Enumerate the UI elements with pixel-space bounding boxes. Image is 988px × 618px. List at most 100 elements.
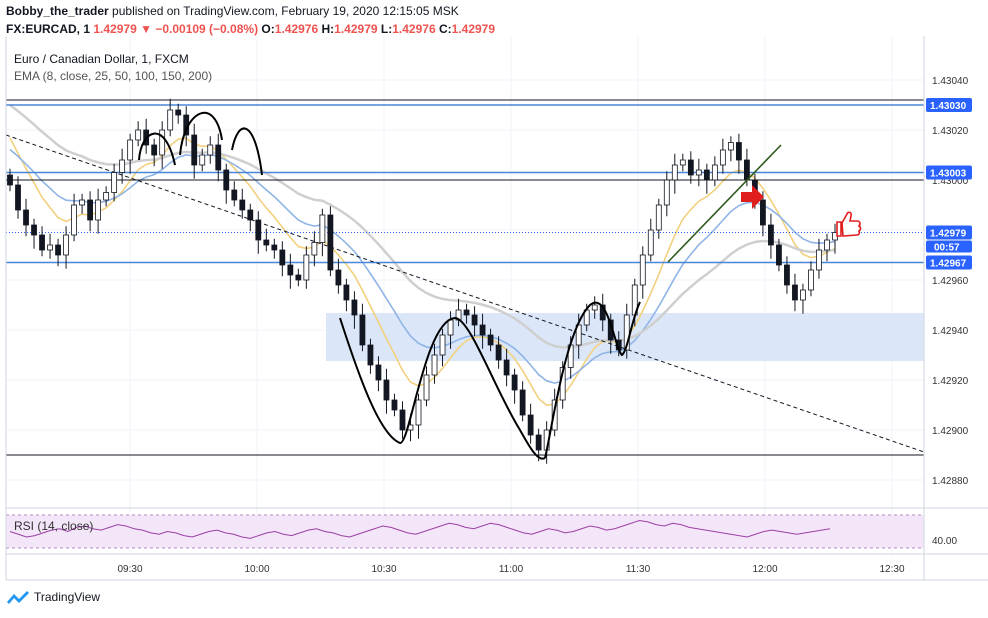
candle-down <box>31 224 37 236</box>
low-value: 1.42976 <box>392 22 436 36</box>
candle-down <box>287 264 294 276</box>
candle-down <box>223 169 230 191</box>
open-value: 1.42976 <box>274 22 319 36</box>
tradingview-icon <box>7 591 29 604</box>
descending-trendline[interactable] <box>5 134 925 453</box>
pattern-drawings[interactable] <box>138 111 641 460</box>
rising-trendline[interactable] <box>667 144 782 263</box>
candle-up <box>655 204 662 231</box>
rsi-band <box>6 515 924 548</box>
publish-info: published on TradingView.com, February 1… <box>112 4 459 18</box>
ohlc-bar: FX:EURCAD, 1 1.42979 ▼ −0.00109 (−0.08%)… <box>6 21 495 37</box>
candle-up <box>639 254 646 286</box>
last-price: 1.42979 <box>93 22 137 36</box>
time-axis[interactable]: 09:30 10:00 10:30 11:00 11:30 12:00 12:30 <box>117 564 904 575</box>
candle-up <box>127 139 134 161</box>
close-value: 1.42979 <box>451 22 496 36</box>
symbol-label[interactable]: FX:EURCAD, 1 <box>6 22 91 36</box>
candle-up <box>663 179 670 206</box>
candle-down <box>511 374 518 391</box>
candle-up <box>111 172 118 193</box>
candle-down <box>39 234 45 251</box>
open-label: O: <box>261 22 275 36</box>
ema-legend[interactable]: EMA (8, close, 25, 50, 100, 150, 200) <box>14 69 213 83</box>
symbol-legend[interactable]: Euro / Canadian Dollar, 1, FXCM <box>14 52 189 66</box>
candle-down <box>215 144 222 171</box>
close-label: C: <box>438 22 452 36</box>
candle-up <box>800 289 806 301</box>
rsi-legend[interactable]: RSI (14, close) <box>14 519 94 533</box>
price-tick-label: 1.43040 <box>932 76 969 87</box>
candle-down <box>231 189 238 201</box>
candle-down <box>367 344 374 366</box>
candle-up <box>119 159 126 173</box>
candle-up <box>303 254 310 281</box>
time-tick-label: 12:30 <box>879 564 904 575</box>
candle-down <box>768 224 774 246</box>
countdown-text: 00:57 <box>934 243 960 254</box>
candle-down <box>375 364 382 381</box>
author-name[interactable]: Bobby_the_trader <box>6 4 109 18</box>
candle-down <box>383 379 390 401</box>
candle-down <box>247 209 254 221</box>
candle-down <box>735 142 742 161</box>
candle-up <box>591 304 598 311</box>
price-tick-label: 1.42880 <box>932 476 969 487</box>
rsi-axis-value: 40.00 <box>932 536 957 547</box>
candle-up <box>551 399 558 431</box>
tradingview-logo[interactable]: TradingView <box>6 590 100 604</box>
candle-up <box>695 169 702 176</box>
head-shoulders-left <box>138 132 176 166</box>
candle-up <box>808 269 814 291</box>
thumbs-up-icon <box>836 211 862 237</box>
ema-line <box>9 148 836 384</box>
candle-down <box>776 244 782 266</box>
candle-down <box>487 334 494 346</box>
candle-down <box>55 244 61 256</box>
candle-down <box>359 314 366 346</box>
time-tick-label: 09:30 <box>117 564 142 575</box>
candle-up <box>647 229 654 256</box>
price-badge-text: 1.43030 <box>930 101 967 112</box>
candle-down <box>255 219 262 241</box>
candle-down <box>495 344 502 361</box>
grid <box>6 36 924 554</box>
ema-lines <box>9 103 836 407</box>
candle-down <box>503 359 510 376</box>
candle-down <box>463 309 470 316</box>
head-shoulders-right <box>231 127 263 176</box>
price-badge-text: 1.43003 <box>930 169 967 180</box>
candle-down <box>23 209 29 226</box>
low-label: L: <box>380 22 393 36</box>
price-badge <box>926 255 972 270</box>
candle-down <box>263 239 270 246</box>
candle-up <box>319 214 326 243</box>
candle-up <box>671 164 678 181</box>
candle-down <box>327 214 334 271</box>
candle-down <box>191 134 198 166</box>
candle-down <box>687 159 694 176</box>
candle-down <box>351 299 358 316</box>
candle-up <box>47 244 53 251</box>
candle-up <box>159 129 166 156</box>
price-badge <box>926 165 972 180</box>
candle-up <box>727 142 734 151</box>
publish-header: Bobby_the_trader published on TradingVie… <box>6 3 459 19</box>
arrow-icon <box>741 185 764 209</box>
price-axis[interactable]: 1.430401.430201.430001.429801.429601.429… <box>932 76 969 487</box>
price-badge <box>926 225 972 240</box>
candle-up <box>711 164 718 181</box>
price-badge-text: 1.42979 <box>930 229 967 240</box>
candle-up <box>207 144 214 156</box>
ema-line <box>9 103 836 349</box>
candle-down <box>87 199 93 221</box>
candle-up <box>135 129 142 141</box>
candle-up <box>63 234 69 256</box>
price-tick-label: 1.43020 <box>932 126 969 137</box>
candle-down <box>535 434 542 451</box>
candles <box>7 98 838 464</box>
candle-up <box>719 149 726 166</box>
price-badges: 1.43030 1.43003 1.42979 1.42967 00:57 <box>926 98 972 270</box>
candle-down <box>151 144 158 156</box>
